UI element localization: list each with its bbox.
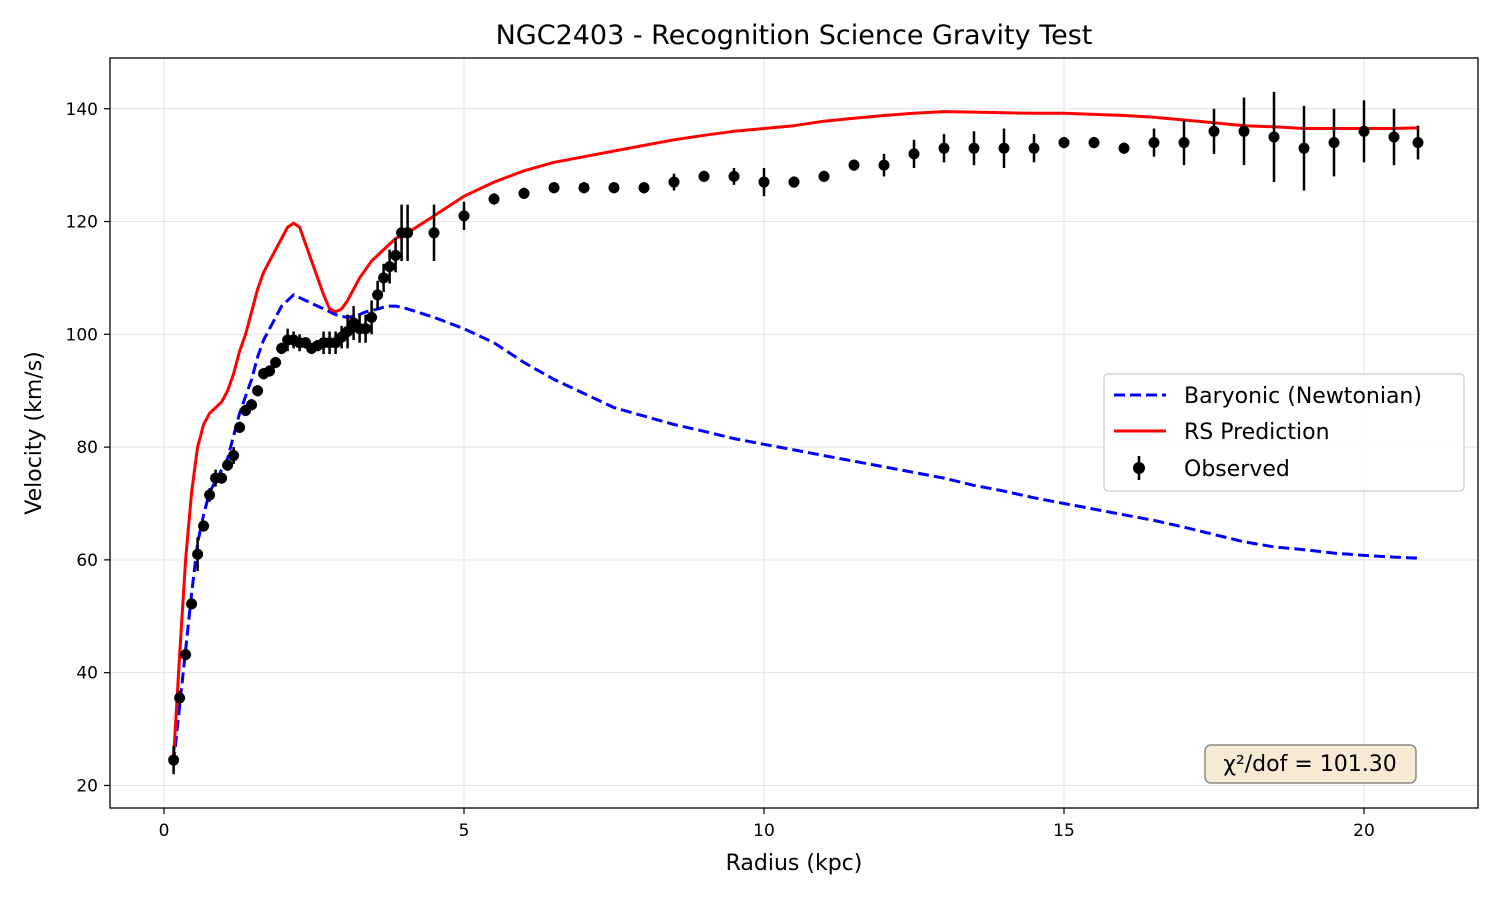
observed-point — [192, 548, 204, 560]
observed-point — [608, 182, 620, 194]
legend-baryonic-label: Baryonic (Newtonian) — [1184, 384, 1422, 409]
observed-point — [938, 142, 950, 154]
observed-point — [180, 649, 192, 661]
x-tick-label: 5 — [459, 821, 470, 841]
legend-box — [1103, 373, 1465, 492]
legend-observed-marker — [1133, 462, 1145, 474]
observed-point — [1412, 137, 1424, 149]
observed-point — [1058, 137, 1070, 149]
observed-point — [878, 159, 890, 171]
observed-point — [222, 459, 234, 471]
observed-point — [518, 187, 530, 199]
rs-prediction-series — [172, 110, 1419, 758]
rs-prediction-curve — [172, 110, 1419, 758]
observed-point — [548, 182, 560, 194]
x-tick-label: 15 — [1053, 821, 1075, 841]
observed-point — [384, 261, 396, 273]
x-tick-label: 20 — [1353, 821, 1375, 841]
plot-frame — [109, 57, 1479, 809]
observed-point — [246, 399, 258, 411]
observed-point — [908, 148, 920, 160]
observed-point — [264, 365, 276, 377]
observed-point — [252, 385, 264, 397]
observed-point — [174, 692, 186, 704]
observed-point — [270, 357, 282, 369]
observed-point — [1178, 137, 1190, 149]
chi-squared-annotation: χ²/dof = 101.30 — [1204, 744, 1417, 784]
observed-point — [698, 170, 710, 182]
observed-point — [1268, 131, 1280, 143]
observed-point — [234, 421, 246, 433]
annotation-text: χ²/dof = 101.30 — [1223, 752, 1397, 777]
axis-ticks: 0 5 10 15 20 20 40 60 80 100 120 140 — [66, 100, 1375, 841]
observed-point — [372, 289, 384, 301]
observed-point — [366, 311, 378, 323]
observed-series — [168, 91, 1424, 775]
baryonic-curve — [172, 293, 1419, 764]
y-tick-label: 20 — [76, 776, 98, 796]
observed-point — [638, 182, 650, 194]
observed-point — [998, 142, 1010, 154]
y-tick-label: 100 — [66, 325, 98, 345]
observed-point — [1208, 125, 1220, 137]
observed-point — [360, 323, 372, 335]
observed-point — [342, 325, 354, 337]
observed-point — [198, 520, 210, 532]
y-tick-label: 120 — [66, 213, 98, 233]
series-layer — [168, 91, 1424, 775]
observed-point — [818, 170, 830, 182]
legend: Baryonic (Newtonian) RS Prediction Obser… — [1103, 373, 1465, 492]
observed-point — [390, 249, 402, 261]
observed-point — [186, 598, 198, 610]
y-axis-label: Velocity (km/s) — [22, 351, 47, 515]
x-axis-label: Radius (kpc) — [726, 851, 863, 876]
y-tick-label: 140 — [66, 100, 98, 120]
observed-point — [1238, 125, 1250, 137]
observed-point — [168, 754, 180, 766]
observed-point — [728, 170, 740, 182]
observed-point — [458, 210, 470, 222]
y-tick-label: 80 — [76, 438, 98, 458]
y-tick-label: 40 — [76, 664, 98, 684]
x-tick-label: 10 — [753, 821, 775, 841]
observed-point — [1358, 125, 1370, 137]
observed-point — [968, 142, 980, 154]
observed-point — [578, 182, 590, 194]
legend-observed-label: Observed — [1184, 457, 1290, 482]
observed-point — [1088, 137, 1100, 149]
observed-point — [1028, 142, 1040, 154]
chart-title: NGC2403 - Recognition Science Gravity Te… — [496, 20, 1093, 51]
observed-point — [402, 227, 414, 239]
observed-point — [1388, 131, 1400, 143]
observed-point — [1298, 142, 1310, 154]
observed-point — [1148, 137, 1160, 149]
y-tick-label: 60 — [76, 551, 98, 571]
observed-point — [488, 193, 500, 205]
observed-point — [276, 342, 288, 354]
x-tick-label: 0 — [159, 821, 170, 841]
observed-point — [1328, 137, 1340, 149]
observed-point — [668, 176, 680, 188]
observed-point — [1118, 142, 1130, 154]
observed-point — [228, 450, 240, 462]
observed-point — [428, 227, 440, 239]
observed-point — [378, 272, 390, 284]
baryonic-series — [172, 293, 1419, 764]
annotation-box — [1204, 744, 1417, 784]
observed-point — [788, 176, 800, 188]
observed-point — [216, 472, 228, 484]
legend-rs-label: RS Prediction — [1184, 420, 1330, 445]
observed-point — [204, 489, 216, 501]
observed-point — [848, 159, 860, 171]
observed-point — [758, 176, 770, 188]
